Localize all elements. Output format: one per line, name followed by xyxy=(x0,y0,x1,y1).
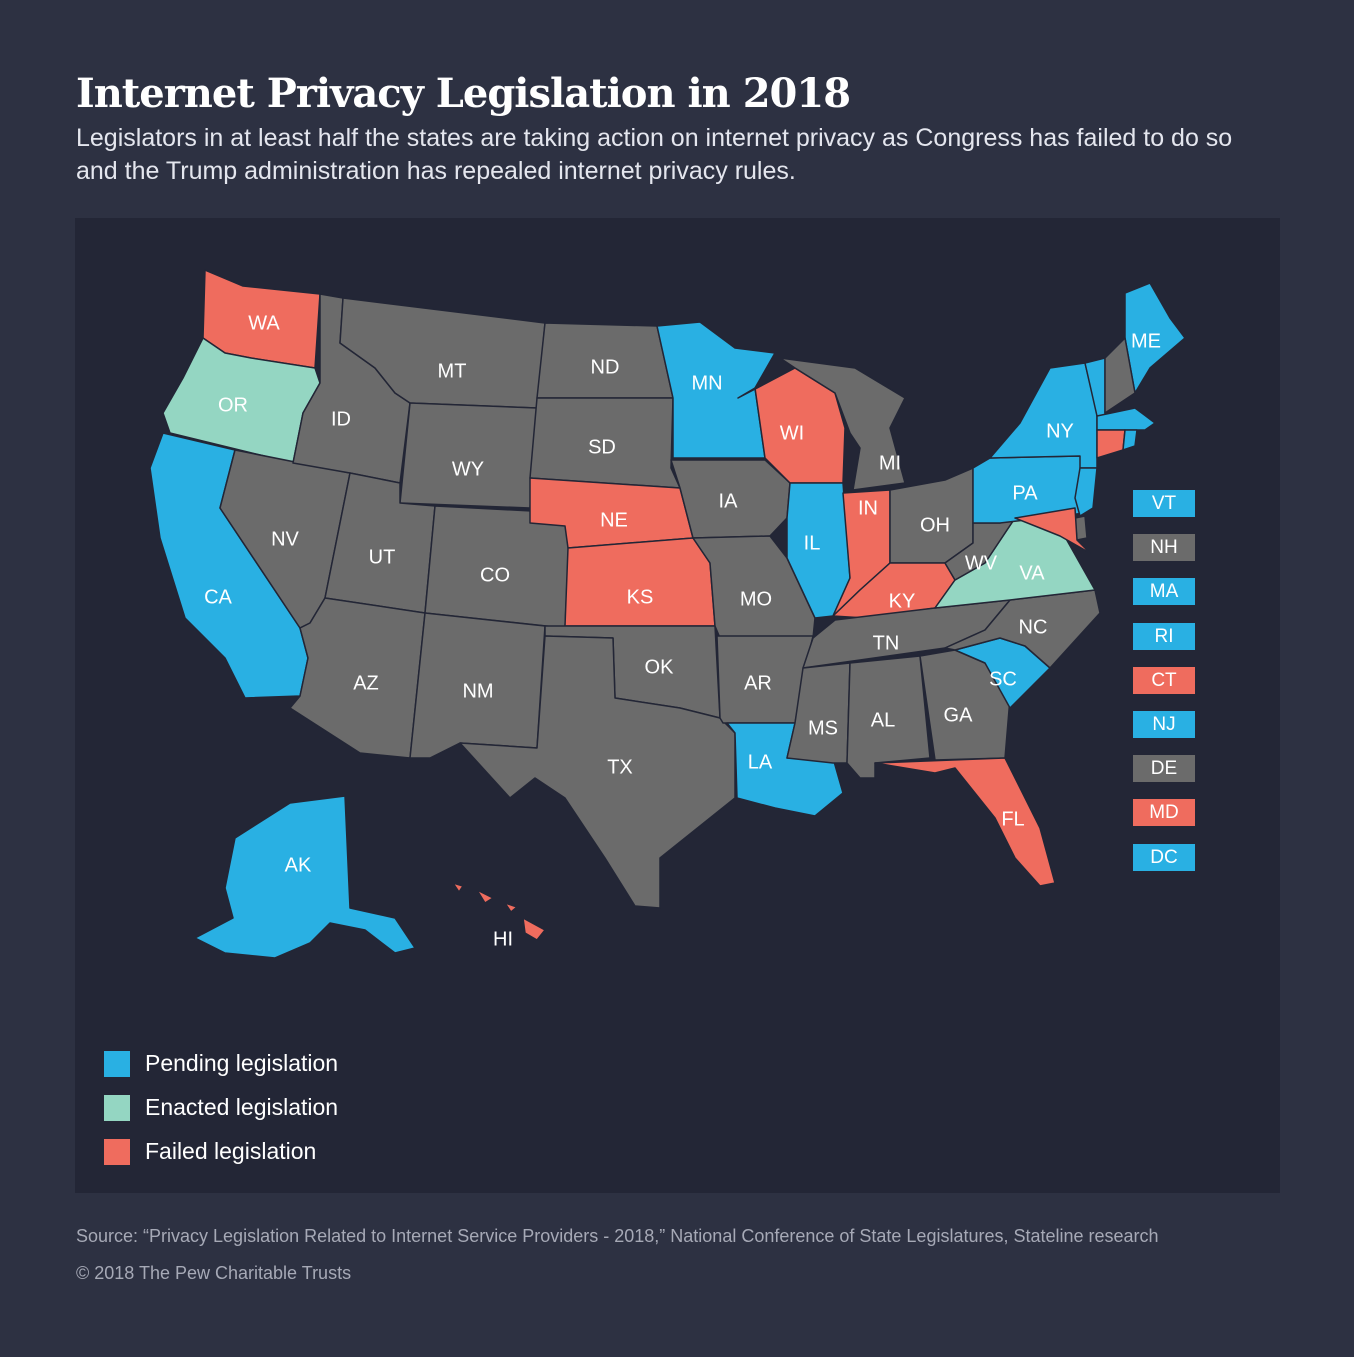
legend-swatch xyxy=(104,1139,130,1165)
state-label-sd: SD xyxy=(588,436,616,458)
state-label-wv: WV xyxy=(965,552,998,574)
small-state-box-md[interactable]: MD xyxy=(1133,799,1195,827)
source-note: Source: “Privacy Legislation Related to … xyxy=(76,1226,1159,1246)
state-label-ga: GA xyxy=(944,704,974,726)
legend-label: Enacted legislation xyxy=(145,1094,339,1120)
state-label-az: AZ xyxy=(353,672,379,694)
legend-label: Failed legislation xyxy=(145,1138,317,1164)
state-label-ne: NE xyxy=(600,509,628,531)
state-label-fl: FL xyxy=(1001,808,1024,830)
state-MI[interactable] xyxy=(779,357,906,491)
small-state-box-nh[interactable]: NH xyxy=(1133,534,1195,562)
state-label-pa: PA xyxy=(1012,482,1038,504)
small-state-box-vt[interactable]: VT xyxy=(1133,490,1195,517)
legend-swatch xyxy=(104,1095,130,1121)
state-AK[interactable] xyxy=(194,795,416,959)
state-label-hi: HI xyxy=(493,928,513,950)
state-KS[interactable] xyxy=(564,537,716,627)
state-label-ks: KS xyxy=(627,586,654,608)
state-label-mi: MI xyxy=(879,452,901,474)
us-map: WA OR CA NV ID MT WY UT CO AZ NM ND SD NE KS OK TX MN IA MO… xyxy=(149,269,1186,959)
page-title: Internet Privacy Legislation in 2018 xyxy=(76,70,851,117)
copyright-note: © 2018 The Pew Charitable Trusts xyxy=(76,1263,352,1283)
state-label-ok: OK xyxy=(645,656,675,678)
map-panel: WA OR CA NV ID MT WY UT CO AZ NM ND SD NE KS OK TX MN IA MO… xyxy=(75,218,1280,1193)
state-label-nv: NV xyxy=(271,528,299,550)
state-WY[interactable] xyxy=(399,402,538,509)
state-SD[interactable] xyxy=(529,397,681,489)
state-label-ia: IA xyxy=(719,490,739,512)
state-FL[interactable] xyxy=(874,757,1056,887)
state-TX[interactable] xyxy=(459,635,736,909)
small-state-box-ct[interactable]: CT xyxy=(1133,666,1195,694)
state-label-va: VA xyxy=(1019,562,1045,584)
state-label-nd: ND xyxy=(591,356,620,378)
state-label-ar: AR xyxy=(744,672,772,694)
state-label-tn: TN xyxy=(873,632,900,654)
state-label-ut: UT xyxy=(369,546,396,568)
small-state-box-nj[interactable]: NJ xyxy=(1133,711,1195,738)
state-label-oh: OH xyxy=(920,514,950,536)
state-NJ[interactable] xyxy=(1074,467,1098,517)
state-NY[interactable] xyxy=(989,362,1098,469)
state-label-ak: AK xyxy=(285,854,312,876)
legend-swatch xyxy=(104,1051,130,1077)
state-NC[interactable] xyxy=(944,589,1101,669)
state-label-al: AL xyxy=(871,709,895,731)
state-label-tx: TX xyxy=(607,756,633,778)
state-NH[interactable] xyxy=(1104,337,1136,414)
state-label-ca: CA xyxy=(204,586,232,608)
state-label-me: ME xyxy=(1131,330,1161,352)
state-label-co: CO xyxy=(480,564,510,586)
state-label-in: IN xyxy=(858,497,878,519)
state-label-mo: MO xyxy=(740,588,772,610)
state-HI[interactable] xyxy=(452,882,546,941)
state-label-id: ID xyxy=(331,408,351,430)
state-label-nm: NM xyxy=(462,680,493,702)
state-label-wy: WY xyxy=(452,458,484,480)
state-label-wa: WA xyxy=(248,312,280,334)
state-label-ms: MS xyxy=(808,717,838,739)
state-label-sc: SC xyxy=(989,668,1017,690)
page-subtitle: Legislators in at least half the states … xyxy=(76,124,1233,185)
small-state-box-de[interactable]: DE xyxy=(1133,755,1195,783)
state-IA[interactable] xyxy=(670,459,791,539)
state-label-or: OR xyxy=(218,394,248,416)
state-label-mt: MT xyxy=(438,360,467,382)
legend-label: Pending legislation xyxy=(145,1050,339,1076)
state-MD[interactable] xyxy=(1014,507,1091,554)
small-state-box-dc[interactable]: DC xyxy=(1133,843,1195,871)
state-label-la: LA xyxy=(748,751,773,773)
state-label-ny: NY xyxy=(1046,420,1074,442)
state-label-wi: WI xyxy=(780,422,804,444)
state-label-il: IL xyxy=(804,532,821,554)
state-AL[interactable] xyxy=(846,655,931,779)
state-CT[interactable] xyxy=(1096,429,1126,459)
state-label-mn: MN xyxy=(691,372,722,394)
state-label-ky: KY xyxy=(889,590,916,612)
small-state-box-ma[interactable]: MA xyxy=(1133,578,1195,606)
state-label-nc: NC xyxy=(1019,616,1048,638)
small-state-box-ri[interactable]: RI xyxy=(1133,622,1195,650)
state-RI[interactable] xyxy=(1122,429,1138,451)
state-MA[interactable] xyxy=(1096,407,1156,431)
